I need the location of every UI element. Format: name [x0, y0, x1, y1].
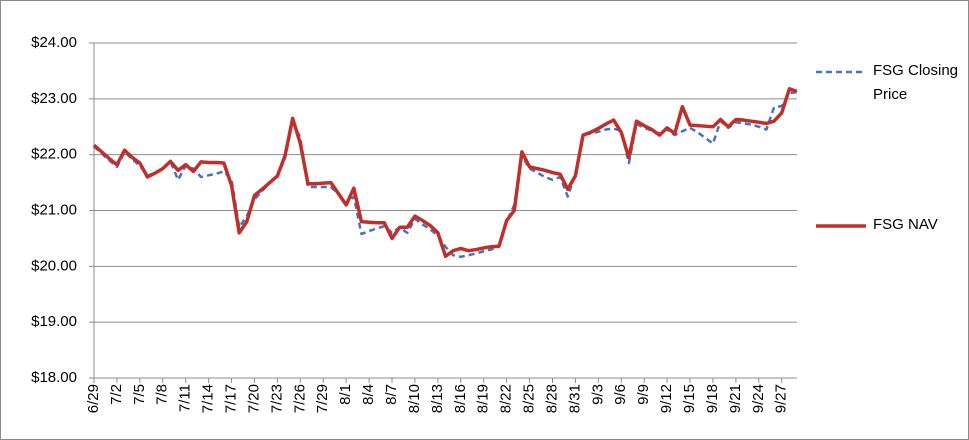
y-tick-label: $21.00 — [31, 201, 77, 218]
x-tick-label: 9/24 — [750, 384, 767, 413]
x-tick-label: 7/2 — [108, 384, 125, 405]
x-tick-label: 8/10 — [406, 384, 423, 413]
x-tick-label: 7/5 — [131, 384, 148, 405]
x-tick-label: 7/29 — [314, 384, 331, 413]
x-tick-label: 7/11 — [177, 384, 194, 412]
y-tick-label: $20.00 — [31, 257, 77, 274]
x-tick-label: 8/22 — [498, 384, 515, 413]
x-tick-label: 8/25 — [521, 384, 538, 413]
x-tick-label: 9/12 — [658, 384, 675, 413]
x-tick-label: 9/3 — [589, 384, 606, 405]
x-tick-label: 9/15 — [681, 384, 698, 413]
x-tick-label: 9/18 — [704, 384, 721, 413]
x-tick-label: 7/14 — [200, 384, 217, 413]
x-tick-label: 8/16 — [452, 384, 469, 413]
y-tick-label: $24.00 — [31, 34, 77, 51]
x-tick-label: 8/19 — [475, 384, 492, 413]
x-tick-label: 7/23 — [268, 384, 285, 413]
x-tick-label: 8/4 — [360, 384, 377, 405]
y-tick-label: $18.00 — [31, 369, 77, 386]
legend-label: FSG NAV — [873, 216, 938, 233]
x-tick-label: 7/8 — [154, 384, 171, 405]
x-tick-label: 9/21 — [727, 384, 744, 413]
x-tick-label: 8/13 — [429, 384, 446, 413]
y-tick-label: $23.00 — [31, 90, 77, 107]
y-tick-label: $19.00 — [31, 313, 77, 330]
x-tick-label: 8/31 — [566, 384, 583, 413]
series-line — [92, 87, 798, 259]
x-tick-label: 7/26 — [291, 384, 308, 413]
x-tick-label: 8/1 — [337, 384, 354, 405]
series-line — [93, 90, 798, 259]
y-tick-label: $22.00 — [31, 146, 77, 163]
x-tick-label: 7/20 — [245, 384, 262, 413]
x-tick-label: 9/9 — [635, 384, 652, 405]
x-tick-label: 7/17 — [223, 384, 240, 413]
x-tick-label: 9/6 — [612, 384, 629, 405]
x-tick-label: 8/28 — [543, 384, 560, 413]
legend-label: FSG Closing Price — [873, 62, 959, 103]
x-tick-label: 8/7 — [383, 384, 400, 405]
x-tick-label: 9/27 — [773, 384, 790, 413]
x-tick-label: 6/29 — [85, 384, 102, 413]
